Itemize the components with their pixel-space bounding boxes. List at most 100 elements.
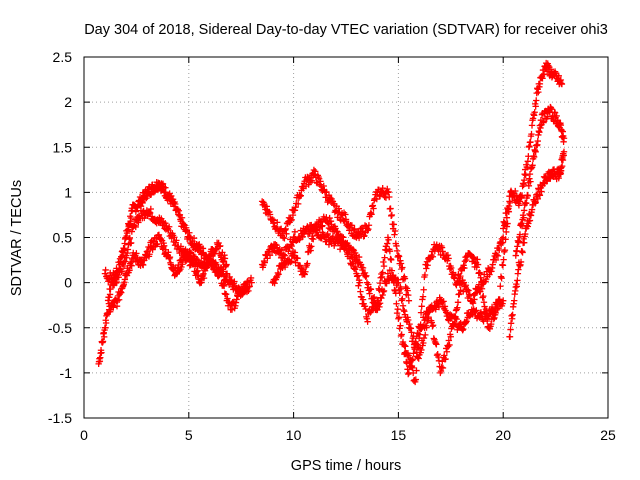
data-point-interp xyxy=(507,320,515,327)
data-point-interp xyxy=(162,219,169,227)
data-point-interp xyxy=(186,233,194,241)
data-point xyxy=(558,80,566,88)
data-point-interp xyxy=(365,226,372,233)
data-point-interp xyxy=(469,300,477,307)
data-point-interp xyxy=(327,217,335,225)
data-point-interp xyxy=(316,181,323,188)
data-point xyxy=(363,315,371,322)
data-point-interp xyxy=(361,269,369,277)
data-point-interp xyxy=(410,369,417,377)
data-point-interp xyxy=(362,273,369,280)
data-point-interp xyxy=(407,325,415,332)
data-point-interp xyxy=(266,211,274,218)
data-point-interp xyxy=(288,258,295,265)
data-point-interp xyxy=(237,292,244,299)
data-point-interp xyxy=(324,230,331,238)
data-point-interp xyxy=(289,211,297,219)
data-point-interp xyxy=(447,264,455,272)
data-point-interp xyxy=(215,239,222,247)
data-point-interp xyxy=(501,246,509,254)
data-point-interp xyxy=(470,255,478,262)
data-point-interp xyxy=(346,246,353,254)
data-point-interp xyxy=(412,376,420,383)
x-tick-label: 20 xyxy=(495,427,511,443)
data-point-interp xyxy=(217,267,225,274)
data-point-interp xyxy=(125,236,133,243)
data-point-interp xyxy=(452,313,459,320)
data-point-interp xyxy=(266,252,274,259)
data-point-interp xyxy=(282,225,289,233)
data-point-interp xyxy=(451,314,458,321)
data-point xyxy=(342,216,350,223)
data-point-interp xyxy=(363,272,370,279)
data-point-interp xyxy=(405,316,412,324)
data-point-interp xyxy=(115,274,122,281)
data-point-interp xyxy=(476,269,484,277)
data-point-interp xyxy=(324,219,331,226)
data-point xyxy=(395,315,402,322)
data-point-interp xyxy=(494,303,501,311)
data-point-interp xyxy=(362,305,369,313)
data-point-interp xyxy=(540,179,547,186)
data-point-interp xyxy=(408,329,415,336)
data-point-interp xyxy=(406,320,413,328)
data-point-interp xyxy=(124,246,132,253)
y-tick-label: 1.5 xyxy=(53,139,73,155)
data-point-interp xyxy=(132,223,139,231)
data-point-interp xyxy=(365,281,372,288)
data-point-interp xyxy=(376,192,383,199)
data-point-interp xyxy=(420,321,428,329)
data-point-interp xyxy=(366,290,373,297)
data-point-interp xyxy=(385,236,392,244)
data-point-interp xyxy=(506,199,514,207)
data-point-interp xyxy=(470,253,477,261)
data-point xyxy=(520,207,528,214)
data-point-interp xyxy=(493,251,500,259)
data-point-interp xyxy=(407,358,414,366)
data-point-interp xyxy=(245,287,252,295)
data-point-interp xyxy=(421,271,429,279)
data-point-interp xyxy=(454,299,462,306)
data-point-interp xyxy=(526,170,534,178)
data-point-interp xyxy=(213,261,220,268)
data-point-interp xyxy=(207,256,214,263)
data-point xyxy=(489,261,496,268)
data-point-interp xyxy=(539,75,546,82)
data-point-interp xyxy=(456,290,463,298)
data-point-interp xyxy=(488,264,496,272)
data-point-interp xyxy=(413,353,421,360)
data-point-interp xyxy=(480,299,488,306)
data-point-interp xyxy=(414,354,421,361)
data-point-interp xyxy=(179,261,186,268)
data-point-interp xyxy=(441,352,448,359)
data-point-interp xyxy=(382,194,390,201)
data-point-interp xyxy=(247,274,255,282)
data-point-interp xyxy=(400,306,407,314)
data-point-interp xyxy=(298,265,305,272)
data-point-interp xyxy=(454,304,461,311)
data-point-interp xyxy=(275,271,282,278)
chart-title: Day 304 of 2018, Sidereal Day-to-day VTE… xyxy=(84,22,608,38)
data-point-interp xyxy=(331,242,338,249)
data-point-interp xyxy=(292,203,299,211)
data-point-interp xyxy=(271,280,278,287)
data-point-interp xyxy=(270,217,278,224)
data-point-interp xyxy=(404,287,411,294)
data-point-interp xyxy=(124,249,131,257)
data-point-interp xyxy=(281,235,288,242)
data-point-interp xyxy=(302,268,309,275)
data-point-interp xyxy=(213,264,221,271)
data-point-interp xyxy=(289,238,296,245)
data-point-interp xyxy=(498,240,505,248)
data-point-interp xyxy=(113,278,120,286)
data-point-interp xyxy=(351,225,358,233)
data-points xyxy=(95,59,568,386)
data-point-interp xyxy=(393,242,400,250)
data-point-interp xyxy=(413,367,420,374)
y-tick-label: -1 xyxy=(60,365,73,381)
data-point-interp xyxy=(439,248,446,255)
data-point-interp xyxy=(318,223,325,230)
y-tick-label: 0 xyxy=(64,275,72,291)
y-tick-label: 2 xyxy=(64,94,72,110)
data-point-interp xyxy=(424,262,431,269)
